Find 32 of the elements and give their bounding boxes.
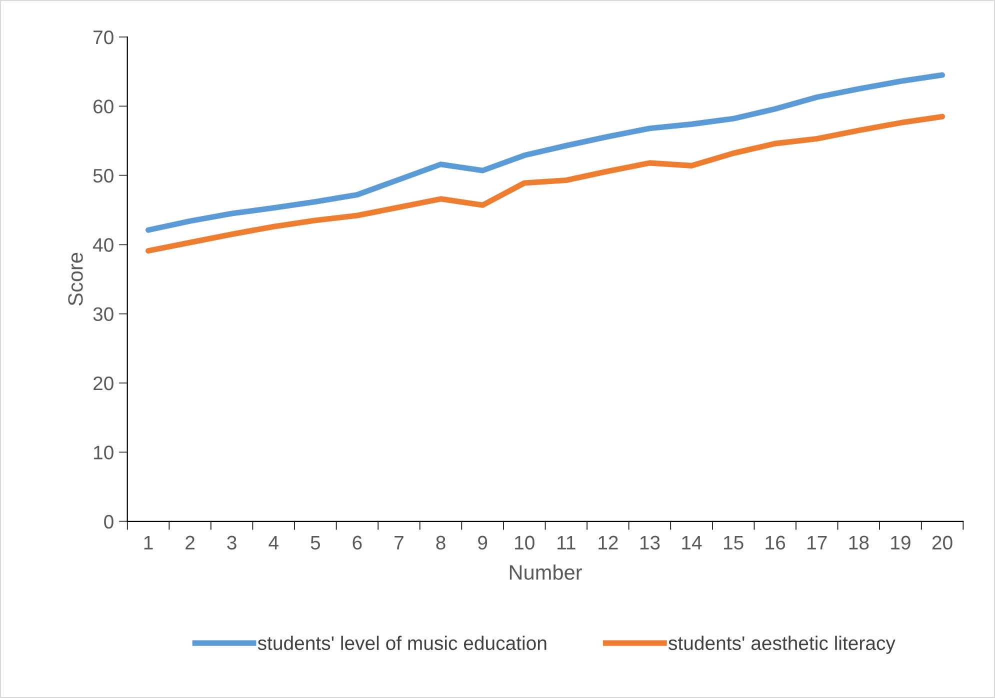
x-tick-label: 17 <box>808 536 827 550</box>
x-tick-label: 13 <box>640 536 660 550</box>
x-tick-label: 6 <box>352 536 362 550</box>
y-axis-title: Score <box>68 252 83 306</box>
x-tick-label: 1 <box>144 536 153 550</box>
y-tick-label: 0 <box>104 514 114 529</box>
x-tick-label: 15 <box>724 536 744 550</box>
x-tick-label: 12 <box>598 536 618 550</box>
x-tick-label: 9 <box>478 536 488 550</box>
x-tick-label: 19 <box>891 536 910 550</box>
x-tick-label: 2 <box>186 536 194 550</box>
y-tick-label: 20 <box>94 376 114 390</box>
y-tick-label: 30 <box>93 307 114 322</box>
x-tick-label: 14 <box>682 536 702 550</box>
y-tick-label: 60 <box>94 100 114 114</box>
y-tick-label: 50 <box>93 168 114 183</box>
y-tick-label: 40 <box>92 238 114 252</box>
x-tick-label: 20 <box>932 536 952 550</box>
x-tick-label: 4 <box>268 536 278 550</box>
y-tick-label: 10 <box>94 446 114 460</box>
x-tick-label: 5 <box>310 536 320 550</box>
y-tick-label: 70 <box>94 30 114 44</box>
x-tick-label: 8 <box>436 536 446 550</box>
x-tick-label: 10 <box>515 536 534 550</box>
x-tick-label: 18 <box>849 536 869 550</box>
x-tick-label: 16 <box>766 536 786 550</box>
x-tick-label: 11 <box>558 536 576 550</box>
legend-label: students' level of music education <box>258 636 546 650</box>
x-tick-label: 3 <box>227 536 236 550</box>
x-tick-label: 7 <box>394 536 404 550</box>
legend-label: students' aesthetic literacy <box>668 636 896 654</box>
x-axis-title: Number <box>510 564 582 580</box>
